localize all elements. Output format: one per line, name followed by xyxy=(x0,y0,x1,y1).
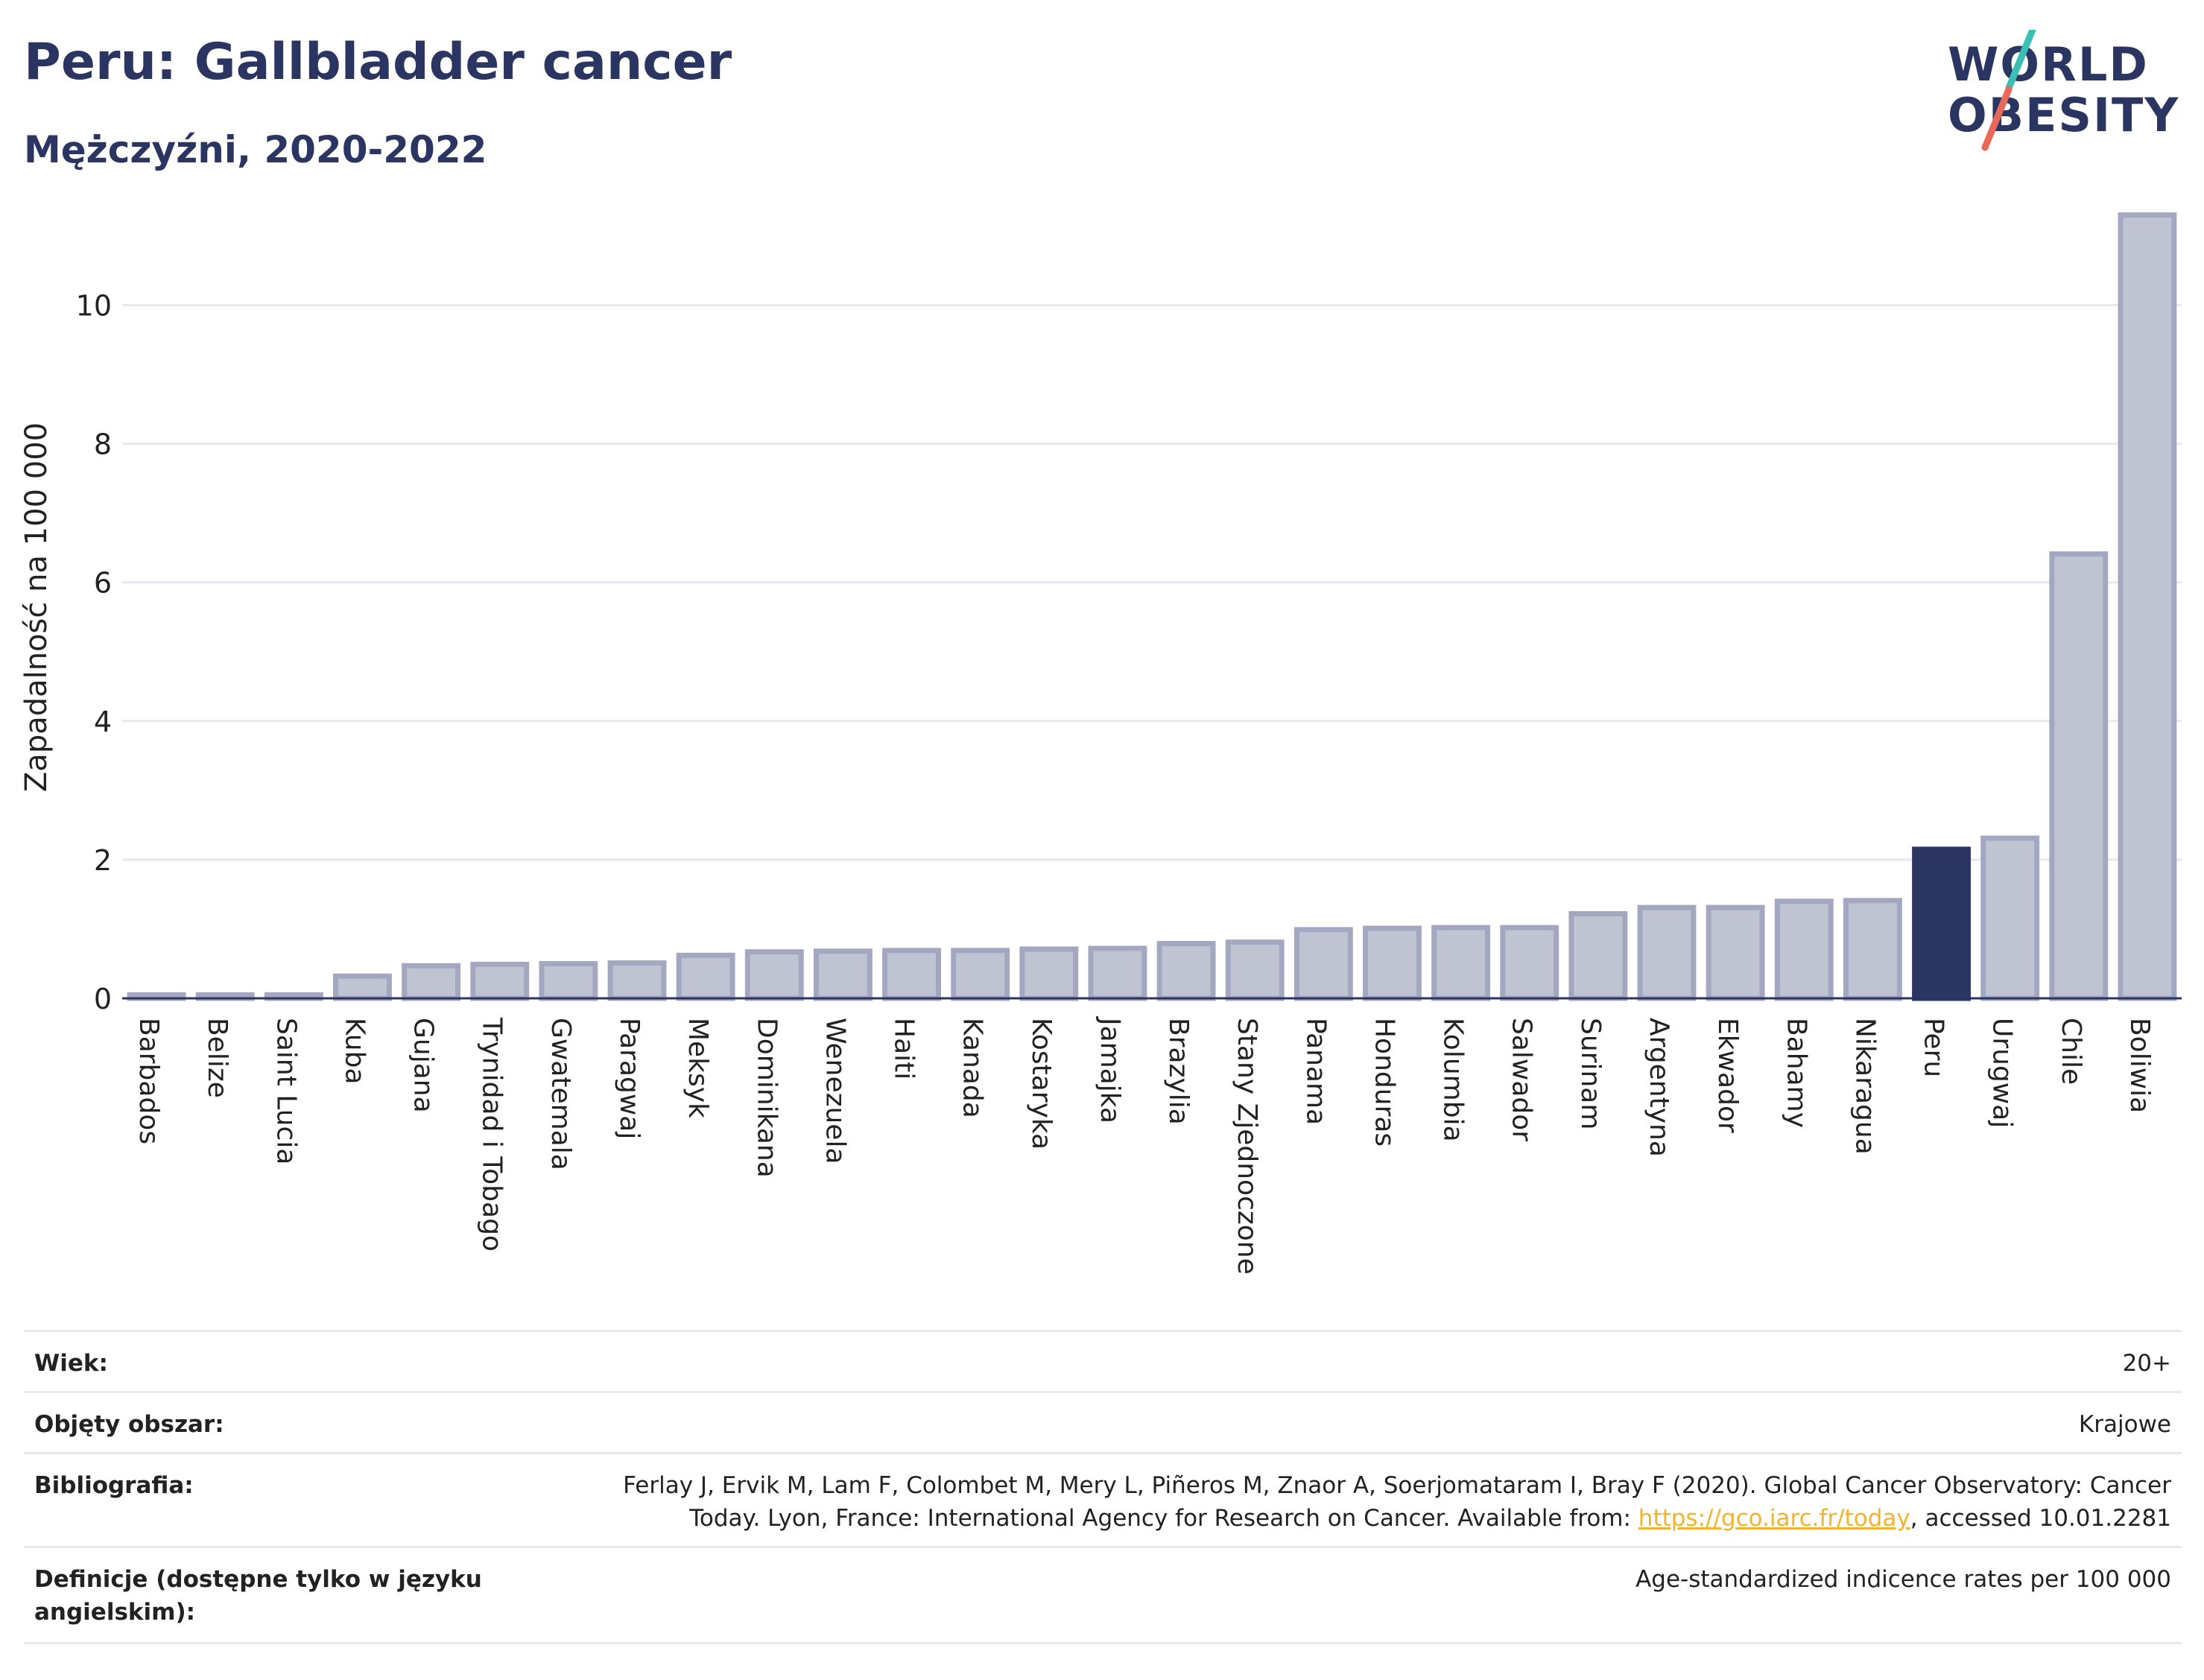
bar-haiti[interactable] xyxy=(882,948,941,1001)
x-tick-label: Gujana xyxy=(408,1018,439,1113)
x-tick-label: Chile xyxy=(2056,1018,2086,1085)
x-tick-label: Belize xyxy=(202,1018,232,1098)
x-tick-label: Honduras xyxy=(1369,1018,1399,1147)
bar-salwador[interactable] xyxy=(1500,925,1559,1001)
bar-peru[interactable] xyxy=(1912,846,1971,1001)
world-obesity-logo: WORLD OBESITY xyxy=(1948,30,2179,151)
bar-wenezuela[interactable] xyxy=(813,948,873,1001)
y-tick-label: 2 xyxy=(94,844,112,877)
bar-honduras[interactable] xyxy=(1363,925,1422,1001)
bar-urugwaj[interactable] xyxy=(1980,835,2040,1001)
x-tick-label: Paragwaj xyxy=(614,1018,645,1139)
grid-lines xyxy=(122,304,2182,861)
y-tick-label: 6 xyxy=(94,567,112,600)
bar-panama[interactable] xyxy=(1293,927,1353,1001)
bar-jamajka[interactable] xyxy=(1088,945,1147,1001)
logo-text-obesity: OBESITY xyxy=(1948,88,2179,142)
y-tick-label: 8 xyxy=(94,428,112,461)
logo-text-world: WORLD xyxy=(1948,37,2149,92)
x-tick-label: Stany Zjednoczone xyxy=(1232,1018,1262,1275)
x-tick-label: Saint Lucia xyxy=(270,1018,301,1164)
bar-argentyna[interactable] xyxy=(1637,904,1697,1001)
area-value: Krajowe xyxy=(2078,1411,2171,1438)
gco-link[interactable]: https://gco.iarc.fr/today xyxy=(1638,1505,1910,1532)
x-tick-label: Meksyk xyxy=(683,1018,713,1118)
bar-ekwador[interactable] xyxy=(1706,904,1765,1001)
info-row-age: Wiek: 20+ xyxy=(24,1330,2182,1393)
bar-chile[interactable] xyxy=(2049,551,2109,1001)
bars xyxy=(127,212,2177,1001)
x-tick-label: Salwador xyxy=(1507,1018,1537,1141)
x-tick-label: Dominikana xyxy=(751,1018,782,1178)
info-row-definitions: Definicje (dostępne tylko w języku angie… xyxy=(24,1546,2182,1644)
bibliography-line-2: Today. Lyon, France: International Agenc… xyxy=(569,1502,2171,1535)
x-tick-label: Peru xyxy=(1919,1018,1949,1077)
x-tick-label: Kuba xyxy=(339,1018,370,1085)
info-row-area: Objęty obszar: Krajowe xyxy=(24,1391,2182,1454)
age-label: Wiek: xyxy=(34,1350,108,1377)
x-tick-label: Trynidad i Tobago xyxy=(477,1017,507,1252)
age-value: 20+ xyxy=(2122,1350,2171,1377)
chart-subtitle: Mężczyźni, 2020-2022 xyxy=(24,128,487,171)
x-tick-label: Haiti xyxy=(889,1018,919,1080)
x-tick-label: Boliwia xyxy=(2124,1018,2155,1113)
definitions-label: Definicje (dostępne tylko w języku angie… xyxy=(34,1566,482,1626)
x-tick-label: Kanada xyxy=(957,1018,988,1118)
bar-dominikana[interactable] xyxy=(744,949,804,1001)
logo-slash-red xyxy=(1981,86,2013,151)
x-tick-label: Argentyna xyxy=(1644,1018,1674,1157)
info-row-bibliography: Bibliografia: Ferlay J, Ervik M, Lam F, … xyxy=(24,1452,2182,1548)
x-tick-label: Surinam xyxy=(1575,1018,1606,1129)
x-tick-label: Ekwador xyxy=(1712,1018,1743,1133)
definitions-value: Age-standardized indicence rates per 100… xyxy=(1635,1566,2171,1593)
bar-kanada[interactable] xyxy=(951,948,1010,1001)
bibliography-accessed: , accessed 10.01.2281 xyxy=(1910,1505,2171,1532)
logo-slash-teal xyxy=(2005,30,2036,92)
x-tick-label: Kolumbia xyxy=(1438,1018,1469,1142)
chart-title: Peru: Gallbladder cancer xyxy=(24,33,732,92)
y-tick-label: 0 xyxy=(94,983,112,1015)
x-tick-label: Panama xyxy=(1300,1018,1331,1125)
bar-brazylia[interactable] xyxy=(1156,940,1216,1001)
bar-paragwaj[interactable] xyxy=(607,960,667,1001)
x-tick-label: Barbados xyxy=(133,1018,164,1144)
bar-gujana[interactable] xyxy=(402,963,461,1001)
bar-trynidad-i-tobago[interactable] xyxy=(470,961,530,1001)
bar-meksyk[interactable] xyxy=(676,952,735,1001)
bibliography-label: Bibliografia: xyxy=(34,1472,194,1499)
bibliography-line-1: Ferlay J, Ervik M, Lam F, Colombet M, Me… xyxy=(623,1472,2171,1499)
y-tick-label: 10 xyxy=(76,290,112,323)
bar-kolumbia[interactable] xyxy=(1431,925,1491,1001)
x-tick-label: Brazylia xyxy=(1163,1018,1194,1125)
x-tick-label: Wenezuela xyxy=(820,1018,850,1164)
x-tick-label: Jamajka xyxy=(1095,1016,1125,1123)
bar-nikaragua[interactable] xyxy=(1843,898,1902,1001)
x-tick-label: Bahamy xyxy=(1781,1018,1811,1128)
y-axis-ticks: 0 2 4 6 8 10 xyxy=(76,290,112,1015)
y-axis-label: Zapadalność na 100 000 xyxy=(19,422,54,792)
x-tick-label: Nikaragua xyxy=(1849,1018,1880,1155)
bar-chart: 0 2 4 6 8 10 Barbados Belize Saint Lucia Kuba Guj… xyxy=(19,212,2182,1275)
y-tick-label: 4 xyxy=(94,706,112,738)
bibliography-value: Ferlay J, Ervik M, Lam F, Colombet M, Me… xyxy=(569,1469,2171,1535)
x-tick-label: Kostaryka xyxy=(1026,1018,1057,1150)
area-label: Objęty obszar: xyxy=(34,1411,224,1438)
bar-surinam[interactable] xyxy=(1568,910,1628,1001)
bar-bahamy[interactable] xyxy=(1774,898,1834,1001)
x-axis-ticks: Barbados Belize Saint Lucia Kuba Gujana Tryni… xyxy=(133,1016,2155,1275)
bar-kostaryka[interactable] xyxy=(1019,946,1079,1001)
bar-kuba[interactable] xyxy=(333,973,392,1001)
bibliography-line-2-text: Today. Lyon, France: International Agenc… xyxy=(689,1505,1638,1532)
x-tick-label: Gwatemala xyxy=(545,1018,576,1170)
bar-stany-zjednoczone[interactable] xyxy=(1225,939,1285,1001)
x-tick-label: Urugwaj xyxy=(1987,1018,2018,1128)
bar-gwatemala[interactable] xyxy=(539,960,598,1001)
bar-boliwia[interactable] xyxy=(2118,212,2177,1001)
